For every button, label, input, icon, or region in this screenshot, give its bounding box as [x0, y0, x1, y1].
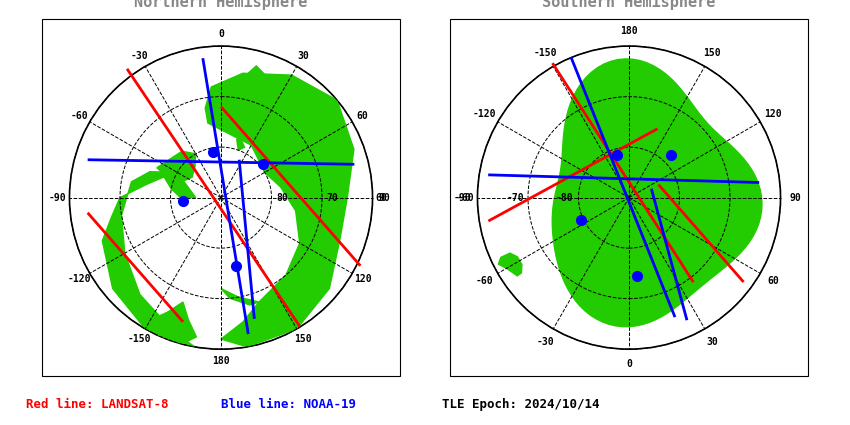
Text: -150: -150 [534, 48, 558, 58]
Text: 60: 60 [376, 193, 388, 203]
Text: -120: -120 [473, 109, 496, 119]
Text: 60: 60 [768, 276, 779, 286]
Polygon shape [498, 253, 522, 276]
Text: -30: -30 [130, 51, 148, 61]
Polygon shape [205, 73, 354, 347]
Text: -120: -120 [67, 275, 91, 284]
Polygon shape [221, 289, 259, 305]
Text: 90: 90 [790, 193, 802, 203]
Polygon shape [102, 172, 196, 347]
Text: 120: 120 [764, 109, 782, 119]
Title: Southern Hemisphere: Southern Hemisphere [542, 0, 716, 10]
Polygon shape [150, 302, 196, 344]
Text: 180: 180 [212, 356, 230, 366]
Text: 0: 0 [626, 359, 632, 369]
Text: 120: 120 [354, 275, 371, 284]
Text: Red line: LANDSAT-8: Red line: LANDSAT-8 [26, 398, 168, 411]
Text: -60: -60 [456, 193, 474, 203]
Text: 0: 0 [218, 29, 224, 39]
Text: -150: -150 [128, 334, 151, 344]
Polygon shape [239, 66, 273, 112]
Circle shape [70, 46, 372, 349]
Text: Blue line: NOAA-19: Blue line: NOAA-19 [221, 398, 356, 411]
Text: -90: -90 [48, 193, 66, 203]
Text: 30: 30 [297, 51, 309, 61]
Text: 30: 30 [706, 337, 718, 347]
Text: 70: 70 [326, 193, 337, 203]
Text: 150: 150 [294, 334, 312, 344]
Polygon shape [236, 139, 245, 150]
Polygon shape [552, 59, 762, 327]
Polygon shape [282, 145, 298, 162]
Text: -80: -80 [556, 193, 574, 203]
Text: TLE Epoch: 2024/10/14: TLE Epoch: 2024/10/14 [442, 398, 599, 411]
Title: Northern Hemisphere: Northern Hemisphere [134, 0, 308, 10]
Text: 80: 80 [276, 193, 288, 203]
Text: -60: -60 [476, 276, 494, 286]
Text: -30: -30 [537, 337, 554, 347]
Text: 90: 90 [379, 193, 390, 203]
Text: 150: 150 [704, 48, 721, 58]
Text: -90: -90 [454, 193, 471, 203]
Text: 180: 180 [620, 26, 638, 36]
Text: -70: -70 [507, 193, 524, 203]
Text: 60: 60 [357, 111, 369, 121]
Circle shape [478, 46, 780, 349]
Text: -60: -60 [71, 111, 88, 121]
Polygon shape [157, 151, 196, 181]
